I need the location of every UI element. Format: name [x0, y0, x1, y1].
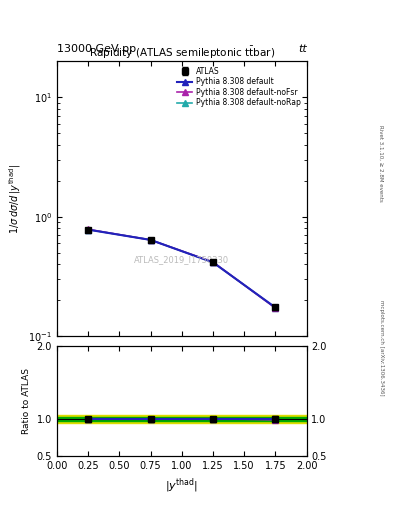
Pythia 8.308 default-noRap	[211, 259, 215, 265]
Line: Pythia 8.308 default: Pythia 8.308 default	[85, 227, 278, 310]
Pythia 8.308 default	[86, 227, 90, 233]
Bar	[57, 417, 307, 421]
Pythia 8.308 default-noRap	[148, 237, 153, 243]
Y-axis label: $1/\sigma\,d\sigma/d\,|y^{\rm thad}|$: $1/\sigma\,d\sigma/d\,|y^{\rm thad}|$	[7, 164, 23, 234]
Pythia 8.308 default-noFsr	[148, 237, 153, 243]
Pythia 8.308 default-noFsr	[273, 305, 278, 311]
Text: Rivet 3.1.10, ≥ 2.8M events: Rivet 3.1.10, ≥ 2.8M events	[379, 125, 384, 202]
Line: Pythia 8.308 default-noRap: Pythia 8.308 default-noRap	[85, 227, 278, 310]
Title: Rapidity (ATLAS semileptonic t$\bar{\rm t}$bar): Rapidity (ATLAS semileptonic t$\bar{\rm …	[89, 45, 275, 61]
Line: Pythia 8.308 default-noFsr: Pythia 8.308 default-noFsr	[85, 226, 278, 311]
Pythia 8.308 default	[273, 304, 278, 310]
Pythia 8.308 default	[211, 259, 215, 265]
Pythia 8.308 default-noFsr	[211, 259, 215, 265]
Text: 13000 GeV pp: 13000 GeV pp	[57, 44, 136, 54]
X-axis label: $|y^{\rm thad}|$: $|y^{\rm thad}|$	[165, 476, 198, 495]
Bar	[57, 415, 307, 423]
Text: mcplots.cern.ch [arXiv:1306.3436]: mcplots.cern.ch [arXiv:1306.3436]	[379, 301, 384, 396]
Pythia 8.308 default-noRap	[273, 305, 278, 311]
Legend: ATLAS, Pythia 8.308 default, Pythia 8.308 default-noFsr, Pythia 8.308 default-no: ATLAS, Pythia 8.308 default, Pythia 8.30…	[176, 65, 303, 109]
Text: tt: tt	[298, 44, 307, 54]
Pythia 8.308 default	[148, 237, 153, 243]
Text: ATLAS_2019_I1750330: ATLAS_2019_I1750330	[134, 255, 230, 264]
Y-axis label: Ratio to ATLAS: Ratio to ATLAS	[22, 368, 31, 434]
Pythia 8.308 default-noRap	[86, 226, 90, 232]
Pythia 8.308 default-noFsr	[86, 226, 90, 232]
